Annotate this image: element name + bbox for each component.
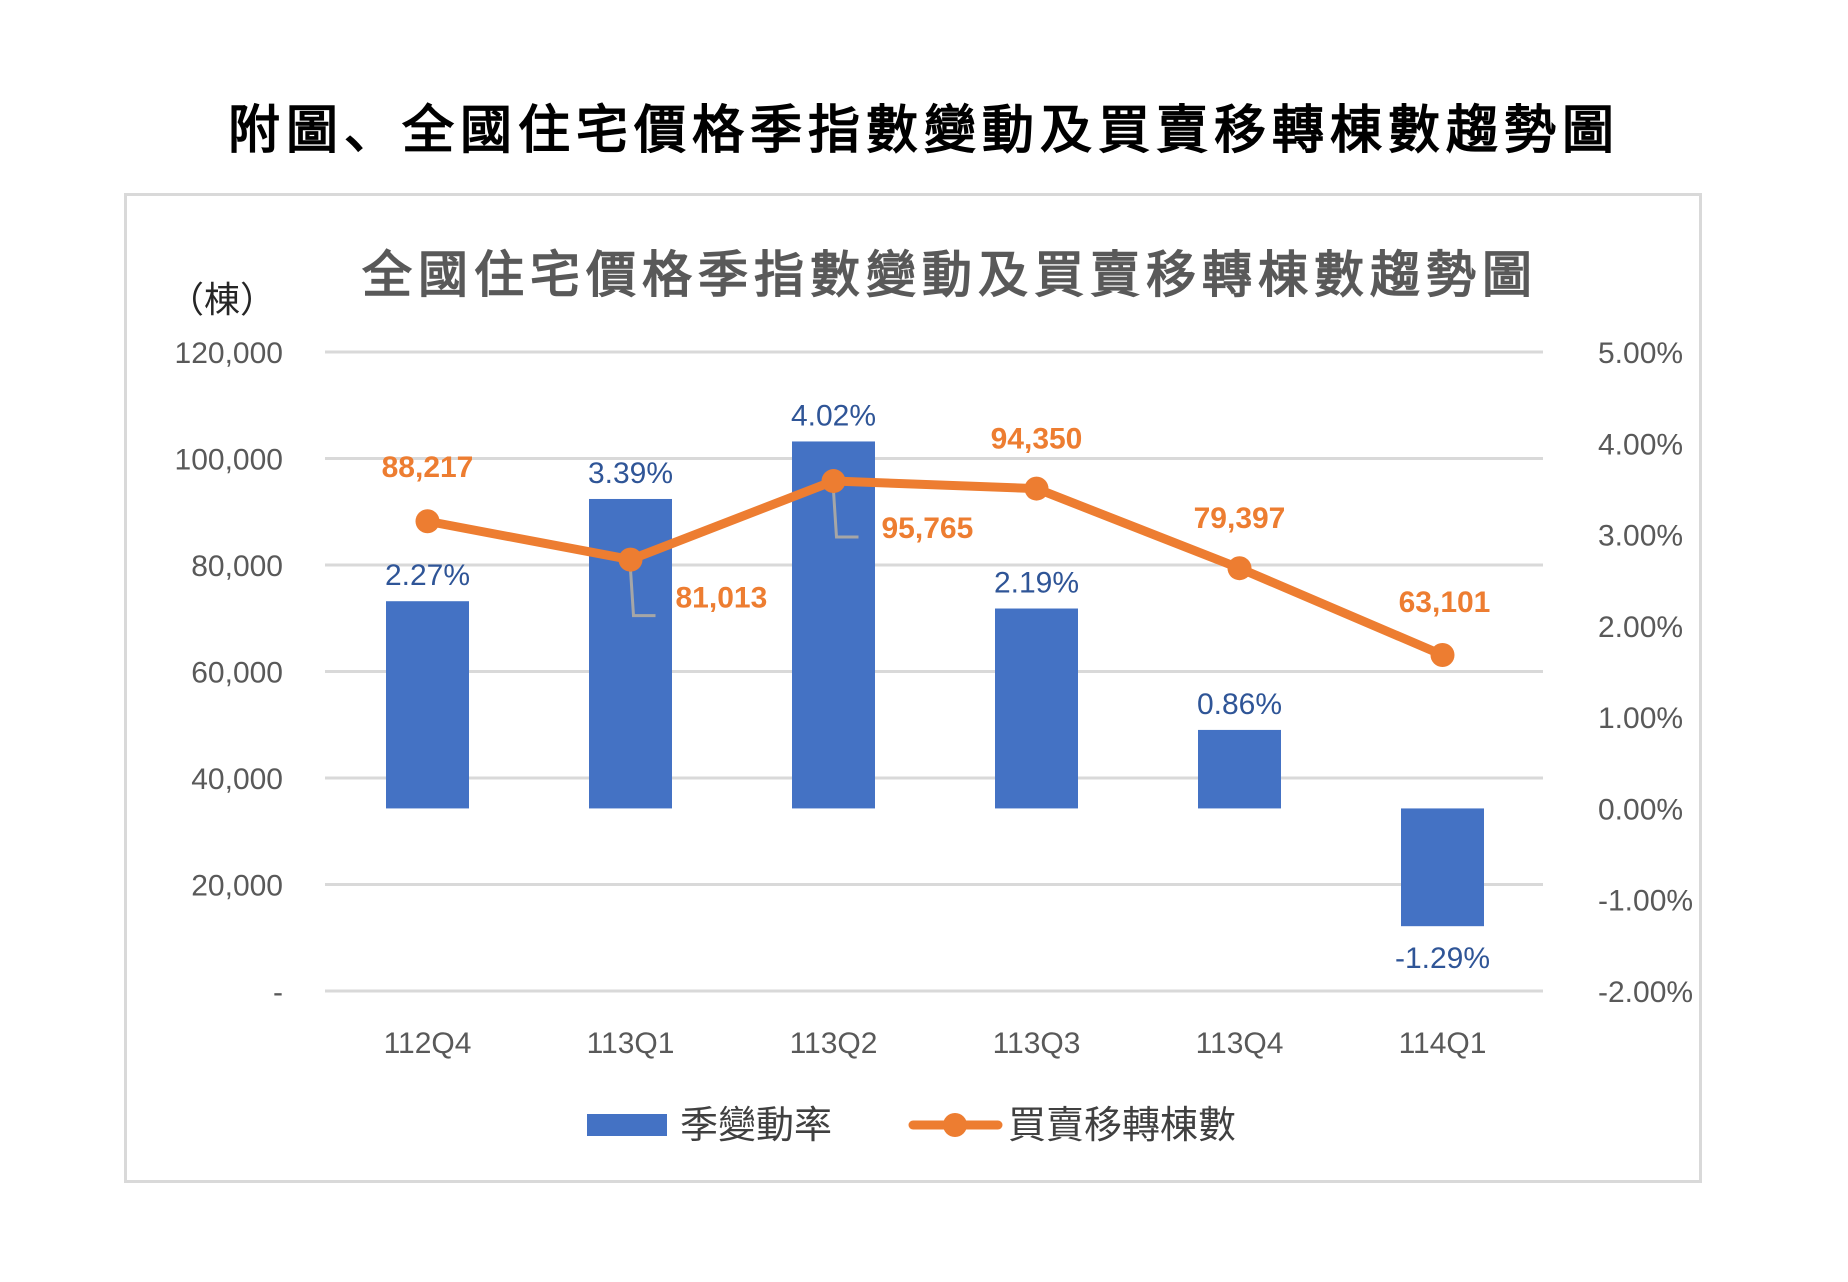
leader-line bbox=[629, 569, 656, 618]
bar bbox=[1401, 808, 1484, 927]
right-axis-tick: -1.00% bbox=[1598, 885, 1693, 918]
line-marker bbox=[618, 547, 643, 572]
right-axis-tick: 4.00% bbox=[1598, 428, 1683, 461]
line-marker bbox=[1227, 556, 1252, 581]
legend-line-label: 買賣移轉棟數 bbox=[1008, 1103, 1236, 1147]
line-data-label: 95,765 bbox=[882, 512, 974, 545]
right-axis-tick: 5.00% bbox=[1598, 337, 1683, 370]
bar-data-label: 0.86% bbox=[1197, 688, 1282, 721]
line-path bbox=[423, 476, 1447, 660]
line-data-label: 63,101 bbox=[1399, 586, 1491, 619]
page-title: 附圖、全國住宅價格季指數變動及買賣移轉棟數趨勢圖 bbox=[227, 100, 1620, 161]
bar bbox=[1198, 729, 1281, 809]
category-label: 113Q2 bbox=[790, 1027, 878, 1060]
category-label: 112Q4 bbox=[384, 1027, 472, 1060]
line-data-label: 88,217 bbox=[382, 451, 474, 484]
right-axis-tick: -2.00% bbox=[1598, 976, 1693, 1009]
legend-bar-label: 季變動率 bbox=[680, 1103, 832, 1147]
right-axis-tick: 1.00% bbox=[1598, 702, 1683, 735]
legend: 季變動率 買賣移轉棟數 bbox=[587, 1103, 1236, 1147]
left-axis: 120,000 100,000 80,000 60,000 40,000 20,000 - bbox=[175, 337, 283, 1009]
right-axis-tick: 2.00% bbox=[1598, 611, 1683, 644]
bar-data-label: -1.29% bbox=[1395, 942, 1490, 975]
left-axis-tick: 80,000 bbox=[191, 550, 283, 583]
category-label: 114Q1 bbox=[1399, 1027, 1487, 1060]
left-axis-tick: 20,000 bbox=[191, 870, 283, 903]
category-label: 113Q1 bbox=[587, 1027, 675, 1060]
line-data-label: 79,397 bbox=[1194, 502, 1286, 535]
bar-data-label: 2.19% bbox=[994, 567, 1079, 600]
gridlines bbox=[325, 350, 1543, 993]
right-axis-tick: 0.00% bbox=[1598, 793, 1683, 826]
line-marker bbox=[1024, 476, 1049, 501]
bar-data-labels: 2.27% 3.39% 4.02% 2.19% 0.86% -1.29% bbox=[385, 399, 1490, 975]
x-axis: 112Q4 113Q1 113Q2 113Q3 113Q4 114Q1 bbox=[384, 1027, 1487, 1060]
bar-data-label: 3.39% bbox=[588, 457, 673, 490]
leader-lines bbox=[629, 490, 859, 618]
category-label: 113Q3 bbox=[993, 1027, 1081, 1060]
line-marker bbox=[821, 469, 846, 494]
line-marker bbox=[1430, 642, 1455, 667]
legend-marker-icon bbox=[943, 1113, 967, 1137]
category-label: 113Q4 bbox=[1196, 1027, 1284, 1060]
bar-data-label: 4.02% bbox=[791, 399, 876, 432]
left-axis-tick: 120,000 bbox=[175, 337, 283, 370]
left-axis-tick: 100,000 bbox=[175, 444, 283, 477]
left-axis-tick: - bbox=[273, 976, 283, 1009]
line-series bbox=[415, 469, 1455, 667]
right-axis-tick: 3.00% bbox=[1598, 520, 1683, 553]
line-marker bbox=[415, 509, 440, 534]
line-data-label: 94,350 bbox=[991, 423, 1083, 456]
line-data-label: 81,013 bbox=[676, 582, 768, 615]
left-axis-tick: 40,000 bbox=[191, 763, 283, 796]
line-data-labels: 88,217 81,013 95,765 94,350 79,397 63,101 bbox=[382, 423, 1491, 619]
bar bbox=[995, 608, 1078, 809]
left-axis-tick: 60,000 bbox=[191, 657, 283, 690]
legend-bar-swatch-icon bbox=[587, 1114, 667, 1136]
leader-line bbox=[832, 490, 859, 539]
bar-data-label: 2.27% bbox=[385, 559, 470, 592]
chart-title: 全國住宅價格季指數變動及買賣移轉棟數趨勢圖 bbox=[361, 245, 1538, 304]
right-axis: 5.00% 4.00% 3.00% 2.00% 1.00% 0.00% -1.00% -2.0… bbox=[1598, 337, 1693, 1009]
left-axis-unit-label: （棟） bbox=[168, 280, 276, 321]
bar bbox=[386, 601, 469, 809]
